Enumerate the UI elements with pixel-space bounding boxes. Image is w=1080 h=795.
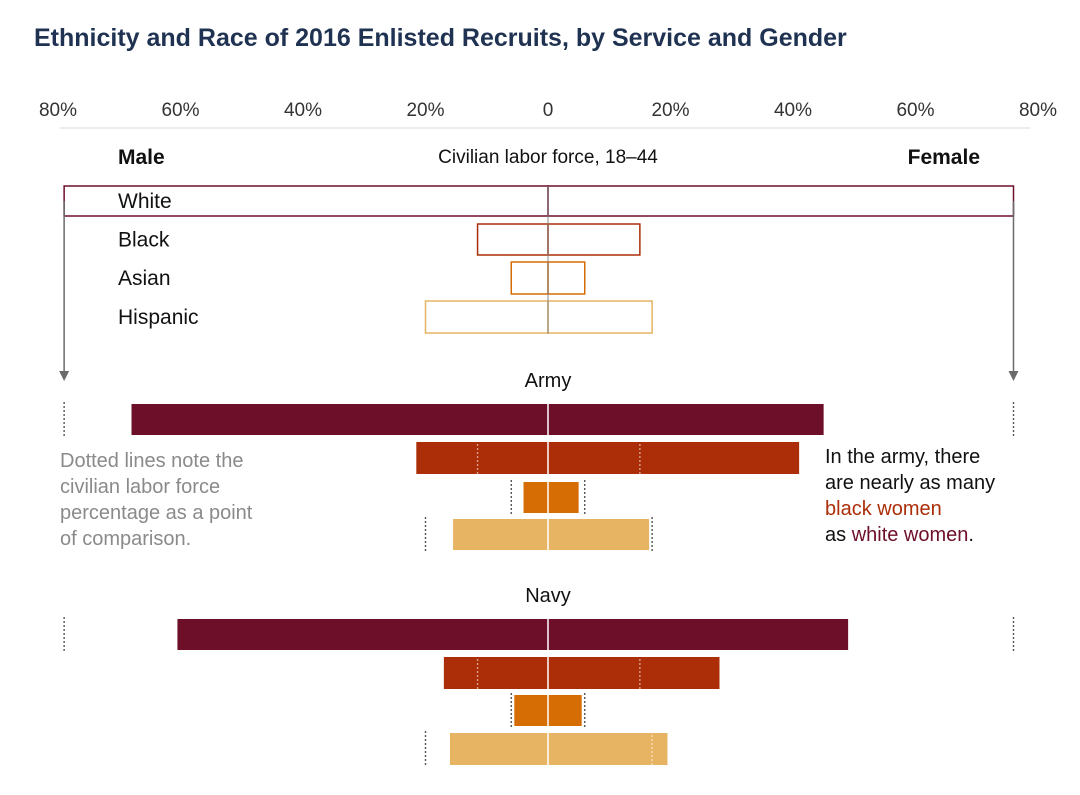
army-bar-female-asian [548, 482, 579, 513]
navy-bar-male-hispanic [450, 733, 548, 765]
army-panel: Army [63, 370, 1015, 578]
army-bar-male-hispanic [453, 519, 548, 550]
civilian-bar-female-asian [547, 261, 586, 295]
category-label-white: White [118, 190, 172, 213]
x-tick-label: 40% [774, 100, 812, 121]
callout-black-women: black women [825, 498, 942, 520]
civilian-panel: White Black Asian Hispanic [59, 185, 1019, 381]
army-callout: In the army, there are nearly as many bl… [825, 446, 995, 546]
army-bar-female-white [548, 404, 824, 435]
civilian-bar-female-black [547, 223, 641, 256]
navy-bar-male-white [177, 619, 548, 650]
army-panel-title: Army [525, 370, 572, 392]
army-bar-female-hispanic [548, 519, 650, 550]
callout-white-women: white women [851, 524, 969, 546]
female-label: Female [908, 146, 980, 169]
army-bar-female-black [548, 442, 800, 474]
civilian-panel-title: Civilian labor force, 18–44 [438, 147, 658, 168]
x-axis-ticks: 80% 60% 40% 20% 0 20% 40% 60% 80% [39, 100, 1057, 121]
category-label-hispanic: Hispanic [118, 306, 199, 329]
navy-bar-male-black [443, 657, 548, 689]
army-bar-male-black [416, 442, 548, 474]
dotted-lines-note: Dotted lines note the civilian labor for… [60, 450, 253, 550]
navy-panel-title: Navy [525, 585, 571, 607]
callout-line-4: as white women. [825, 524, 974, 546]
callout-suffix: . [968, 524, 974, 546]
civilian-bar-male-hispanic [424, 300, 549, 334]
navy-bar-male-asian [514, 695, 548, 726]
chart-title: Ethnicity and Race of 2016 Enlisted Recr… [34, 24, 847, 52]
category-label-black: Black [118, 229, 170, 252]
x-tick-label: 20% [651, 100, 689, 121]
x-tick-label: 60% [896, 100, 934, 121]
x-tick-label: 20% [406, 100, 444, 121]
navy-panel: Navy [63, 585, 1015, 770]
callout-line: In the army, there [825, 446, 980, 468]
army-bar-male-asian [523, 482, 548, 513]
note-line: civilian labor force [60, 476, 220, 498]
army-bar-male-white [131, 404, 548, 435]
x-tick-label: 40% [284, 100, 322, 121]
navy-bar-female-white [548, 619, 849, 650]
note-line: Dotted lines note the [60, 450, 243, 472]
civilian-bar-female-hispanic [547, 300, 653, 334]
navy-bar-female-hispanic [548, 733, 668, 765]
callout-line: are nearly as many [825, 472, 995, 494]
x-tick-label: 0 [543, 100, 554, 121]
x-tick-label: 60% [161, 100, 199, 121]
male-label: Male [118, 146, 165, 169]
note-line: of comparison. [60, 528, 191, 550]
civilian-bar-male-black [476, 223, 549, 256]
callout-prefix: as [825, 524, 852, 546]
category-label-asian: Asian [118, 267, 171, 290]
civilian-bar-female-white [547, 185, 1015, 217]
x-tick-label: 80% [1019, 100, 1057, 121]
navy-bar-female-asian [548, 695, 582, 726]
navy-bar-female-black [548, 657, 720, 689]
note-line: percentage as a point [60, 502, 253, 524]
civilian-bar-male-asian [510, 261, 549, 295]
x-tick-label: 80% [39, 100, 77, 121]
